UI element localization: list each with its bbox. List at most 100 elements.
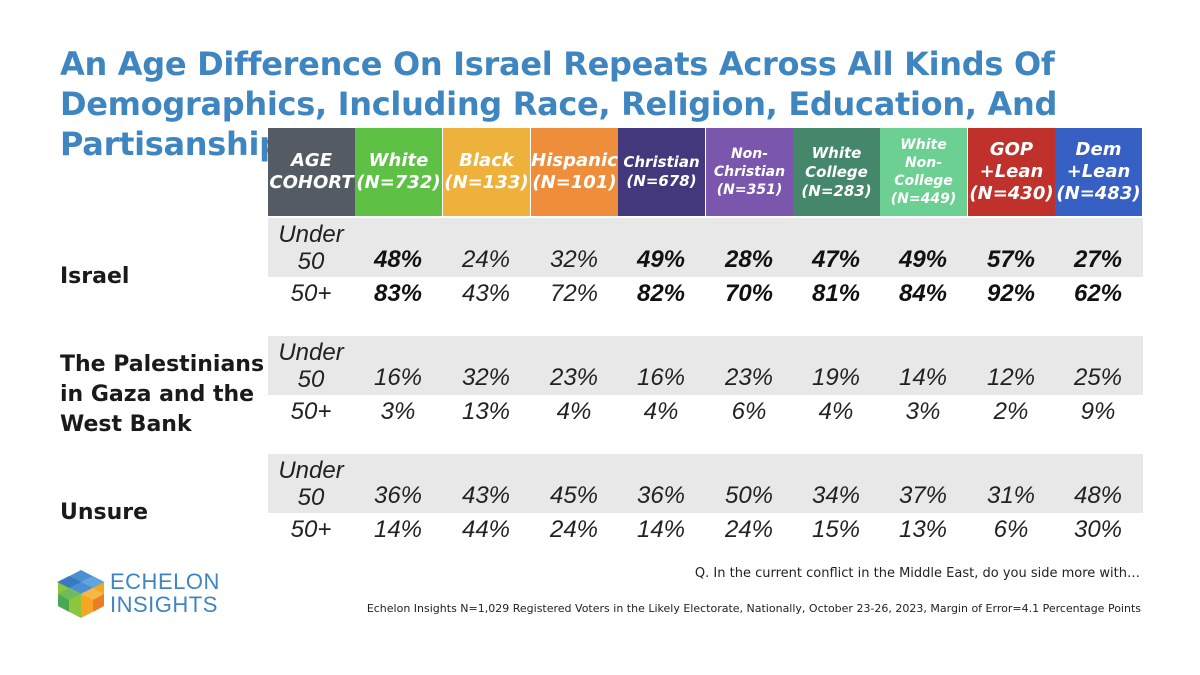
data-cell: 62% bbox=[1073, 280, 1123, 307]
data-cell: 72% bbox=[549, 280, 599, 307]
column-header: White College (N=283) bbox=[793, 128, 880, 216]
data-cell: 47% bbox=[811, 246, 861, 273]
column-header-line: White bbox=[368, 150, 429, 171]
age-cohort-label: Under bbox=[278, 221, 344, 248]
column-header-line: +Lean bbox=[979, 161, 1044, 182]
data-cell: 84% bbox=[898, 280, 948, 307]
data-cell: 12% bbox=[986, 364, 1036, 391]
data-cell: 82% bbox=[636, 280, 686, 307]
data-cell: 14% bbox=[636, 516, 686, 543]
column-header-line: Christian bbox=[623, 153, 700, 171]
data-cell: 49% bbox=[898, 246, 948, 273]
column-header: White (N=732) bbox=[355, 128, 442, 216]
column-header-line: White bbox=[900, 137, 947, 153]
data-cell: 49% bbox=[636, 246, 686, 273]
title-line-1: An Age Difference On Israel Repeats Acro… bbox=[60, 45, 1055, 83]
column-header-line: College bbox=[894, 173, 953, 189]
data-cell: 4% bbox=[643, 398, 679, 425]
row-band bbox=[268, 454, 1143, 513]
logo-wordmark: ECHELON INSIGHTS bbox=[110, 570, 220, 616]
chart-title: An Age Difference On Israel Repeats Acro… bbox=[60, 44, 1180, 164]
row-label: in Gaza and the bbox=[60, 382, 255, 407]
column-header-line: (N=678) bbox=[626, 172, 697, 190]
data-cell: 4% bbox=[818, 398, 854, 425]
column-header-line: Christian bbox=[713, 164, 786, 180]
column-header-line: AGE bbox=[290, 150, 332, 171]
column-header-line: Black bbox=[459, 150, 514, 171]
data-cell: 6% bbox=[731, 398, 767, 425]
column-header-line: Hispanic bbox=[531, 150, 618, 171]
data-cell: 48% bbox=[373, 246, 423, 273]
row-band bbox=[268, 336, 1143, 395]
column-header-line: Non- bbox=[730, 146, 769, 162]
data-cell: 24% bbox=[549, 516, 599, 543]
data-cell: 50% bbox=[724, 482, 774, 509]
survey-question: Q. In the current conflict in the Middle… bbox=[694, 566, 1140, 581]
data-cell: 30% bbox=[1073, 516, 1123, 543]
data-cell: 19% bbox=[811, 364, 861, 391]
column-header: GOP +Lean (N=430) bbox=[968, 128, 1055, 216]
data-cell: 36% bbox=[373, 482, 423, 509]
data-cell: 36% bbox=[636, 482, 686, 509]
data-cell: 43% bbox=[461, 482, 511, 509]
data-cell: 43% bbox=[461, 280, 511, 307]
data-cell: 6% bbox=[993, 516, 1029, 543]
data-cell: 14% bbox=[898, 364, 948, 391]
data-cell: 2% bbox=[993, 398, 1029, 425]
data-cell: 28% bbox=[724, 246, 774, 273]
logo-line-1: ECHELON bbox=[110, 569, 220, 594]
data-cell: 37% bbox=[898, 482, 948, 509]
title-line-2: Demographics, Including Race, Religion, … bbox=[60, 85, 1058, 163]
data-cell: 23% bbox=[549, 364, 599, 391]
column-header-line: (N=283) bbox=[801, 181, 872, 200]
age-cohort-label: 50 bbox=[297, 484, 325, 511]
data-cell: 4% bbox=[556, 398, 592, 425]
column-header: White Non- College (N=449) bbox=[880, 128, 967, 216]
column-header-line: White bbox=[811, 143, 862, 162]
column-header-line: GOP bbox=[989, 139, 1034, 160]
column-header-line: (N=449) bbox=[890, 191, 957, 207]
data-cell: 70% bbox=[724, 280, 774, 307]
column-header: Black (N=133) bbox=[443, 128, 530, 216]
column-header: AGE COHORT bbox=[268, 128, 355, 216]
data-cell: 34% bbox=[811, 482, 861, 509]
data-cell: 16% bbox=[373, 364, 423, 391]
data-cell: 45% bbox=[549, 482, 599, 509]
data-cell: 81% bbox=[811, 280, 861, 307]
data-cell: 48% bbox=[1073, 482, 1123, 509]
echelon-logo-icon bbox=[56, 568, 106, 624]
source-note: Echelon Insights N=1,029 Registered Vote… bbox=[366, 602, 1141, 615]
data-cell: 9% bbox=[1080, 398, 1116, 425]
data-cell: 92% bbox=[986, 280, 1036, 307]
data-cell: 3% bbox=[380, 398, 416, 425]
column-header-line: (N=732) bbox=[356, 172, 441, 193]
age-cohort-label: 50 bbox=[297, 366, 325, 393]
data-cell: 32% bbox=[461, 364, 511, 391]
age-cohort-label: 50+ bbox=[290, 516, 332, 543]
logo-line-2: INSIGHTS bbox=[110, 592, 218, 617]
row-label: West Bank bbox=[60, 412, 192, 437]
data-cell: 44% bbox=[461, 516, 511, 543]
column-header-line: College bbox=[805, 162, 868, 181]
data-cell: 25% bbox=[1073, 364, 1123, 391]
data-cell: 24% bbox=[724, 516, 774, 543]
column-header-line: (N=483) bbox=[1056, 183, 1141, 204]
age-cohort-label: 50+ bbox=[290, 280, 332, 307]
column-header: Non- Christian (N=351) bbox=[706, 128, 793, 216]
data-cell: 3% bbox=[905, 398, 941, 425]
column-header-line: (N=101) bbox=[532, 172, 617, 193]
column-header: Christian (N=678) bbox=[618, 128, 705, 216]
row-band bbox=[268, 218, 1143, 277]
column-header-line: Dem bbox=[1075, 139, 1122, 160]
column-header-line: (N=351) bbox=[716, 182, 783, 198]
age-cohort-label: 50+ bbox=[290, 398, 332, 425]
data-cell: 16% bbox=[636, 364, 686, 391]
column-header: Dem +Lean (N=483) bbox=[1055, 128, 1142, 216]
column-header-line: (N=430) bbox=[969, 183, 1054, 204]
column-header-line: (N=133) bbox=[444, 172, 529, 193]
column-header-line: Non- bbox=[904, 155, 943, 171]
column-header-line: COHORT bbox=[269, 172, 354, 193]
data-cell: 13% bbox=[461, 398, 511, 425]
age-cohort-label: Under bbox=[278, 339, 344, 366]
data-cell: 24% bbox=[461, 246, 511, 273]
